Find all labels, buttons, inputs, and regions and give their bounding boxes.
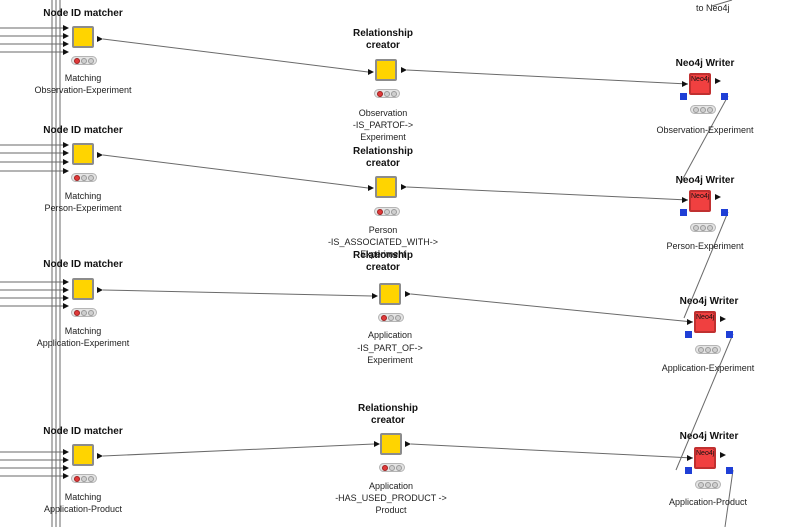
neo4j-icon: Neo4j (691, 76, 710, 83)
writer-title: Neo4j Writer (679, 296, 739, 307)
creator-label: -HAS_USED_PRODUCT -> (335, 493, 447, 503)
matcher-label: Application-Product (43, 504, 123, 514)
creator-label: Experiment (360, 132, 406, 142)
node-id-matcher-node[interactable] (72, 278, 94, 300)
creator-label: Application (368, 481, 414, 491)
node-status-indicator (379, 463, 405, 472)
neo4j-icon: Neo4j (696, 314, 715, 321)
writer-label: Application-Experiment (661, 363, 755, 373)
relationship-creator-node[interactable] (379, 283, 401, 305)
writer-title: Neo4j Writer (675, 175, 735, 186)
node-status-indicator (71, 474, 97, 483)
matcher-label: Person-Experiment (44, 203, 122, 213)
creator-label: Experiment (367, 355, 413, 365)
neo4j-writer-node[interactable]: Neo4j (694, 447, 716, 469)
neo4j-icon: Neo4j (696, 450, 715, 457)
node-status-indicator (378, 313, 404, 322)
node-id-matcher-node[interactable] (72, 143, 94, 165)
creator-label: Observation (358, 108, 408, 118)
matcher-label: Matching (64, 492, 102, 502)
matcher-label: Matching (64, 326, 102, 336)
matcher-label: Matching (64, 191, 102, 201)
creator-title: Relationship (352, 28, 413, 39)
node-id-matcher-node[interactable] (72, 444, 94, 466)
matcher-label: Observation-Experiment (34, 85, 132, 95)
relationship-creator-node[interactable] (380, 433, 402, 455)
matcher-label: Application-Experiment (36, 338, 130, 348)
matcher-label: Matching (64, 73, 102, 83)
writer-title: Neo4j Writer (679, 431, 739, 442)
matcher-title: Node ID matcher (43, 259, 123, 270)
node-id-matcher-node[interactable] (72, 26, 94, 48)
relationship-creator-node[interactable] (375, 59, 397, 81)
neo4j-writer-node[interactable]: Neo4j (689, 73, 711, 95)
node-status-indicator (71, 308, 97, 317)
creator-title: creator (366, 158, 400, 169)
node-status-indicator (374, 89, 400, 98)
writer-title: Neo4j Writer (675, 58, 735, 69)
node-status-indicator (374, 207, 400, 216)
creator-label: Experiment (360, 249, 406, 259)
writer-label: Person-Experiment (666, 241, 744, 251)
creator-title: Relationship (352, 146, 413, 157)
neo4j-icon: Neo4j (691, 193, 710, 200)
creator-label: -IS_PART_OF-> (357, 343, 423, 353)
creator-title: Relationship (357, 403, 418, 414)
creator-title: Relationship (352, 250, 413, 261)
neo4j-writer-node[interactable]: Neo4j (689, 190, 711, 212)
neo4j-writer-node[interactable]: Neo4j (694, 311, 716, 333)
creator-label: Person (368, 225, 398, 235)
node-status-indicator (690, 105, 716, 114)
creator-label: -IS_ASSOCIATED_WITH-> (327, 237, 439, 247)
creator-title: creator (371, 415, 405, 426)
creator-label: -IS_PARTOF-> (352, 120, 414, 130)
node-status-indicator (695, 480, 721, 489)
node-status-indicator (71, 173, 97, 182)
creator-title: creator (366, 262, 400, 273)
node-status-indicator (71, 56, 97, 65)
matcher-title: Node ID matcher (43, 8, 123, 19)
relationship-creator-node[interactable] (375, 176, 397, 198)
creator-label: Product (375, 505, 407, 515)
writer-label: Application-Product (668, 497, 748, 507)
writer-label: Observation-Experiment (656, 125, 754, 135)
matcher-title: Node ID matcher (43, 125, 123, 136)
node-status-indicator (690, 223, 716, 232)
top-fragment-label: to Neo4j (696, 3, 730, 13)
creator-label: Application (367, 330, 413, 340)
creator-title: creator (366, 40, 400, 51)
matcher-title: Node ID matcher (43, 426, 123, 437)
node-status-indicator (695, 345, 721, 354)
